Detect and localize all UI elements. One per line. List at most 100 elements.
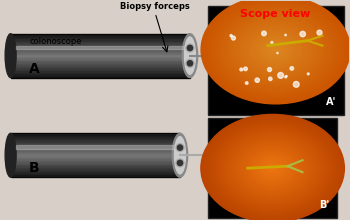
Circle shape: [300, 31, 306, 37]
Ellipse shape: [217, 7, 335, 93]
Ellipse shape: [204, 0, 348, 102]
Ellipse shape: [211, 3, 340, 96]
Bar: [10, 76, 190, 77]
Circle shape: [293, 81, 299, 87]
Bar: [10, 41, 190, 42]
Circle shape: [262, 31, 266, 36]
Ellipse shape: [216, 126, 329, 211]
Bar: [10, 170, 180, 171]
Ellipse shape: [234, 139, 312, 197]
Text: Biopsy forceps: Biopsy forceps: [120, 2, 190, 11]
Ellipse shape: [267, 164, 279, 173]
Text: colonoscope: colonoscope: [29, 37, 82, 46]
Text: B: B: [29, 161, 39, 175]
Ellipse shape: [242, 25, 309, 74]
Ellipse shape: [227, 14, 324, 85]
Ellipse shape: [258, 37, 294, 63]
Bar: [10, 45, 190, 47]
Ellipse shape: [210, 121, 335, 215]
Ellipse shape: [258, 157, 288, 179]
Ellipse shape: [240, 143, 306, 193]
Ellipse shape: [252, 152, 294, 184]
Bar: [10, 60, 190, 61]
Ellipse shape: [175, 137, 186, 174]
Ellipse shape: [222, 130, 323, 206]
Circle shape: [186, 44, 194, 52]
Bar: [10, 35, 190, 37]
Ellipse shape: [271, 46, 281, 53]
Bar: [10, 50, 190, 51]
Circle shape: [240, 68, 243, 71]
Text: |C|S|: |C|S|: [220, 178, 236, 184]
Ellipse shape: [201, 114, 344, 220]
Text: polyp: polyp: [236, 3, 263, 13]
Circle shape: [231, 36, 236, 40]
Bar: [10, 42, 190, 44]
Ellipse shape: [222, 10, 330, 89]
Bar: [10, 147, 180, 148]
Ellipse shape: [240, 24, 312, 76]
Text: A': A': [326, 97, 336, 107]
Ellipse shape: [228, 135, 317, 202]
Ellipse shape: [247, 29, 304, 70]
Bar: [10, 51, 190, 53]
Bar: [10, 167, 180, 168]
Bar: [10, 158, 180, 160]
Bar: [10, 138, 180, 139]
Bar: [10, 163, 180, 164]
Circle shape: [278, 72, 284, 78]
Ellipse shape: [5, 133, 16, 177]
Bar: [10, 165, 180, 167]
Circle shape: [317, 30, 322, 35]
Bar: [10, 176, 180, 177]
Bar: [10, 63, 190, 64]
Ellipse shape: [265, 42, 286, 57]
Ellipse shape: [206, 0, 345, 100]
Ellipse shape: [224, 12, 327, 87]
Bar: [10, 61, 190, 63]
Ellipse shape: [273, 48, 278, 51]
Circle shape: [271, 42, 273, 44]
Ellipse shape: [245, 27, 307, 72]
Ellipse shape: [184, 37, 195, 74]
Circle shape: [268, 77, 272, 81]
Ellipse shape: [237, 31, 272, 81]
Bar: [10, 53, 190, 54]
Bar: [10, 173, 180, 174]
Bar: [10, 174, 180, 176]
Circle shape: [177, 145, 183, 150]
Circle shape: [187, 61, 192, 66]
Bar: [10, 38, 190, 40]
Ellipse shape: [182, 34, 198, 77]
Bar: [10, 56, 190, 57]
Bar: [10, 69, 190, 70]
Bar: [10, 141, 180, 142]
Circle shape: [307, 73, 309, 75]
Circle shape: [176, 159, 184, 167]
Ellipse shape: [201, 0, 350, 104]
Ellipse shape: [237, 141, 308, 195]
Bar: [10, 168, 180, 170]
Bar: [10, 161, 180, 163]
Bar: [10, 133, 180, 135]
Circle shape: [290, 67, 294, 70]
Ellipse shape: [232, 18, 319, 81]
Bar: [10, 37, 190, 38]
Bar: [10, 66, 190, 67]
Bar: [10, 148, 180, 149]
Bar: [10, 72, 190, 73]
Ellipse shape: [252, 33, 299, 66]
Bar: [10, 144, 180, 145]
Circle shape: [245, 82, 248, 84]
Bar: [10, 70, 190, 72]
Bar: [10, 155, 180, 157]
Ellipse shape: [219, 128, 327, 209]
Ellipse shape: [204, 117, 341, 220]
Ellipse shape: [225, 16, 285, 95]
Bar: [208, 118, 337, 218]
Circle shape: [285, 76, 287, 78]
Circle shape: [255, 78, 259, 82]
Bar: [10, 34, 190, 35]
Ellipse shape: [213, 123, 332, 213]
Ellipse shape: [246, 148, 300, 188]
